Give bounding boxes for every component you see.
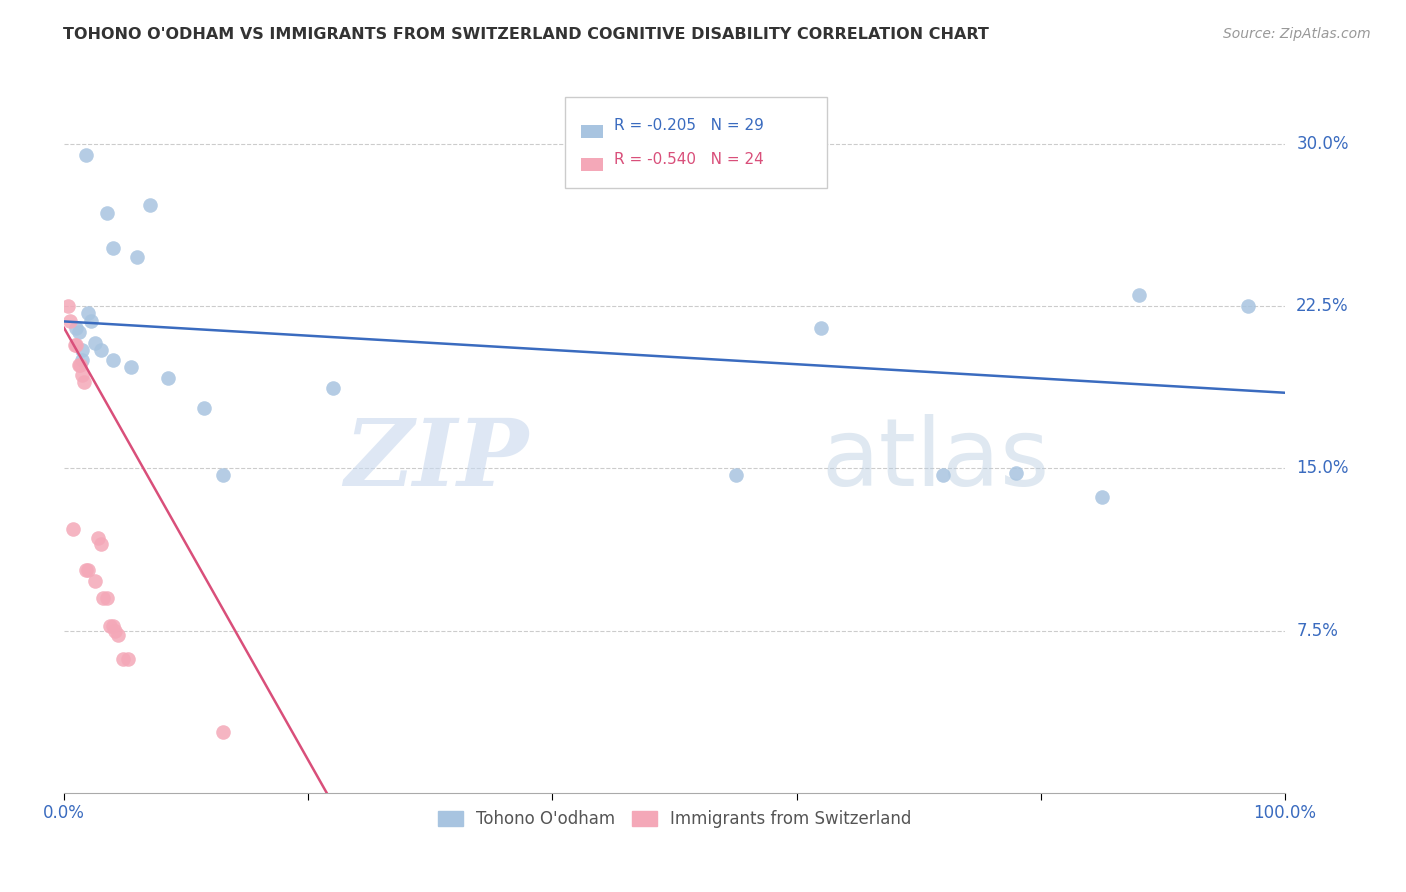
FancyBboxPatch shape	[565, 97, 827, 188]
Point	[120, 359, 142, 374]
Point	[193, 401, 215, 415]
Text: R = -0.540   N = 24: R = -0.540 N = 24	[613, 152, 763, 167]
Text: Source: ZipAtlas.com: Source: ZipAtlas.com	[1223, 27, 1371, 41]
Point	[65, 321, 87, 335]
Legend: Tohono O'odham, Immigrants from Switzerland: Tohono O'odham, Immigrants from Switzerl…	[432, 804, 918, 835]
Point	[724, 467, 747, 482]
Point	[63, 338, 86, 352]
Point	[75, 563, 97, 577]
Point	[72, 353, 94, 368]
Point	[127, 250, 149, 264]
Point	[72, 368, 94, 383]
Point	[107, 628, 129, 642]
Point	[77, 563, 100, 577]
Point	[211, 725, 233, 739]
Point	[96, 591, 118, 606]
Text: 22.5%: 22.5%	[1296, 297, 1348, 315]
Point	[117, 651, 139, 665]
Point	[101, 619, 124, 633]
Point	[75, 148, 97, 162]
Point	[100, 619, 122, 633]
Point	[104, 624, 127, 638]
Point	[90, 343, 112, 357]
Point	[156, 370, 179, 384]
Point	[72, 343, 94, 357]
Point	[69, 358, 91, 372]
Text: TOHONO O'ODHAM VS IMMIGRANTS FROM SWITZERLAND COGNITIVE DISABILITY CORRELATION C: TOHONO O'ODHAM VS IMMIGRANTS FROM SWITZE…	[63, 27, 990, 42]
Point	[1237, 299, 1260, 313]
Point	[87, 531, 110, 545]
FancyBboxPatch shape	[581, 158, 603, 171]
Point	[91, 591, 114, 606]
Text: 15.0%: 15.0%	[1296, 459, 1348, 477]
Text: atlas: atlas	[821, 414, 1049, 506]
Point	[1005, 466, 1028, 480]
Point	[90, 537, 112, 551]
Point	[77, 306, 100, 320]
Point	[67, 325, 90, 339]
Point	[138, 197, 160, 211]
Point	[72, 375, 94, 389]
Point	[101, 241, 124, 255]
Point	[83, 336, 105, 351]
FancyBboxPatch shape	[581, 125, 603, 138]
Text: 30.0%: 30.0%	[1296, 136, 1348, 153]
Point	[65, 338, 87, 352]
Point	[80, 314, 103, 328]
Point	[111, 651, 134, 665]
Text: 7.5%: 7.5%	[1296, 622, 1339, 640]
Point	[322, 381, 344, 395]
Point	[59, 314, 82, 328]
Point	[1128, 288, 1150, 302]
Point	[211, 467, 233, 482]
Text: ZIP: ZIP	[344, 415, 529, 505]
Text: R = -0.205   N = 29: R = -0.205 N = 29	[613, 119, 763, 133]
Point	[96, 206, 118, 220]
Point	[1091, 490, 1114, 504]
Point	[810, 321, 832, 335]
Point	[67, 358, 90, 372]
Point	[62, 522, 84, 536]
Point	[932, 467, 955, 482]
Point	[83, 574, 105, 588]
Point	[56, 299, 79, 313]
Point	[101, 353, 124, 368]
